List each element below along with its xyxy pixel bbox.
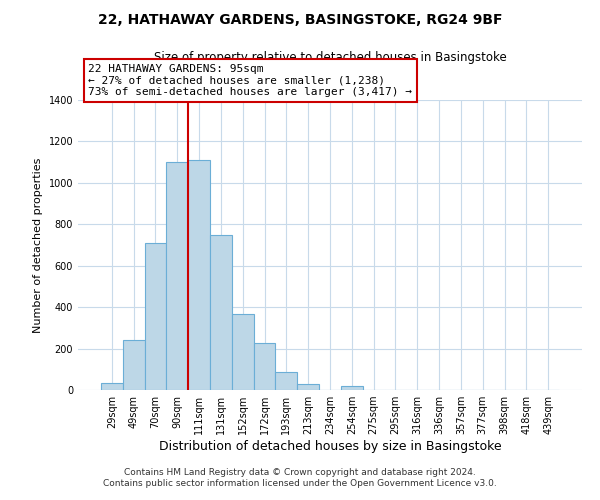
Bar — [210, 234, 232, 390]
Bar — [145, 243, 166, 390]
Bar — [341, 386, 363, 390]
X-axis label: Distribution of detached houses by size in Basingstoke: Distribution of detached houses by size … — [158, 440, 502, 453]
Y-axis label: Number of detached properties: Number of detached properties — [33, 158, 43, 332]
Bar — [101, 383, 123, 390]
Text: 22, HATHAWAY GARDENS, BASINGSTOKE, RG24 9BF: 22, HATHAWAY GARDENS, BASINGSTOKE, RG24 … — [98, 12, 502, 26]
Bar — [275, 372, 297, 390]
Bar — [254, 344, 275, 390]
Bar — [123, 340, 145, 390]
Title: Size of property relative to detached houses in Basingstoke: Size of property relative to detached ho… — [154, 51, 506, 64]
Bar — [232, 314, 254, 390]
Bar — [297, 384, 319, 390]
Bar — [166, 162, 188, 390]
Text: 22 HATHAWAY GARDENS: 95sqm
← 27% of detached houses are smaller (1,238)
73% of s: 22 HATHAWAY GARDENS: 95sqm ← 27% of deta… — [88, 64, 412, 97]
Text: Contains HM Land Registry data © Crown copyright and database right 2024.
Contai: Contains HM Land Registry data © Crown c… — [103, 468, 497, 487]
Bar — [188, 160, 210, 390]
